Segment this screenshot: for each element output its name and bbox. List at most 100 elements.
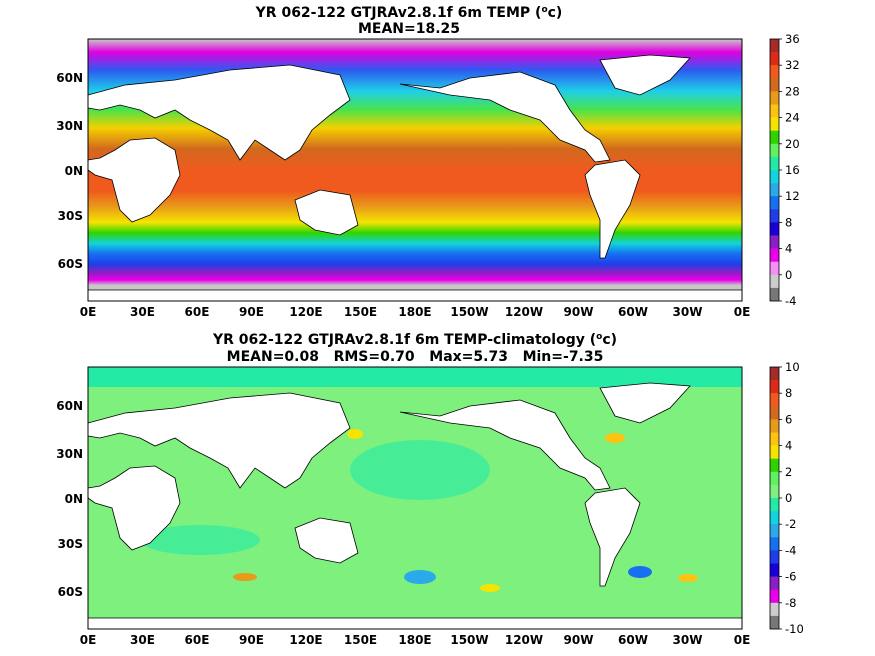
colorbar-swatch	[770, 471, 779, 486]
colorbar-tick-label: 6	[785, 412, 792, 426]
colorbar-tick-label: -4	[785, 294, 796, 308]
colorbar-swatch	[770, 589, 779, 604]
x-tick: 90E	[239, 305, 264, 319]
x-tick: 30W	[673, 305, 703, 319]
colorbar-tick-label: 8	[785, 215, 792, 229]
map2-frame	[87, 366, 743, 630]
colorbar-swatch	[770, 380, 779, 394]
colorbar-swatch	[770, 143, 779, 158]
colorbar-swatch	[770, 39, 779, 53]
x-tick: 90W	[564, 633, 594, 647]
colorbar-swatch	[770, 406, 779, 420]
colorbar-swatch	[770, 524, 779, 538]
colorbar-swatch	[770, 65, 779, 79]
x-tick: 30E	[130, 305, 155, 319]
colorbar-swatch	[770, 196, 779, 210]
x-tick: 180E	[398, 305, 431, 319]
panel-temperature: YR 062-122 GTJRAv2.8.1f 6m TEMP (oc) MEA…	[56, 5, 799, 319]
colorbar-swatch	[770, 222, 779, 236]
colorbar-swatch	[770, 183, 779, 197]
colorbar-tick-label: 24	[785, 111, 800, 125]
colorbar-1: 36 32 28 24 20 16 12 8 4 0 -4	[769, 32, 800, 308]
map1-x-axis: 0E 30E 60E 90E 120E 150E 180E 150W 120W …	[80, 305, 751, 319]
colorbar-tick-label: 12	[785, 189, 800, 203]
colorbar-tick-label: -4	[785, 543, 796, 557]
colorbar-tick-label: 20	[785, 137, 800, 151]
y-tick: 0N	[65, 164, 83, 178]
panel1-title: YR 062-122 GTJRAv2.8.1f 6m TEMP (oc)	[255, 5, 563, 21]
colorbar-tick-label: 28	[785, 84, 800, 98]
map1-y-axis: 60N 30N 0N 30S 60S	[56, 71, 83, 271]
y-tick: 60S	[58, 585, 83, 599]
colorbar-tick-label: 8	[785, 386, 792, 400]
colorbar-swatch	[770, 235, 779, 249]
x-tick: 60E	[185, 633, 210, 647]
panel1-subtitle: MEAN=18.25	[358, 21, 460, 37]
colorbar-swatch	[770, 563, 779, 577]
colorbar-swatch	[770, 248, 779, 262]
colorbar-swatch	[770, 156, 779, 171]
x-tick: 180E	[398, 633, 431, 647]
x-tick: 60E	[185, 305, 210, 319]
y-tick: 30S	[58, 209, 83, 223]
y-tick: 30S	[58, 537, 83, 551]
colorbar-swatch	[770, 393, 779, 407]
colorbar-swatch	[770, 170, 779, 184]
panel2-title: YR 062-122 GTJRAv2.8.1f 6m TEMP-climatol…	[212, 332, 617, 348]
colorbar-swatch	[770, 602, 779, 617]
y-tick: 60N	[56, 399, 83, 413]
colorbar-swatch	[770, 484, 779, 499]
colorbar-swatch	[770, 537, 779, 551]
colorbar-tick-label: 0	[785, 268, 792, 282]
y-tick: 60N	[56, 71, 83, 85]
x-tick: 150W	[450, 305, 488, 319]
colorbar-tick-label: 0	[785, 491, 792, 505]
colorbar-swatch	[770, 367, 779, 381]
map2-x-axis: 0E 30E 60E 90E 120E 150E 180E 150W 120W …	[80, 633, 751, 647]
colorbar-swatch	[770, 287, 779, 302]
x-tick: 120W	[505, 633, 543, 647]
colorbar-tick-label: -8	[785, 596, 796, 610]
y-tick: 60S	[58, 257, 83, 271]
colorbar-swatch	[770, 130, 779, 145]
x-tick: 0E	[734, 305, 751, 319]
colorbar-tick-label: -10	[785, 622, 804, 636]
colorbar-swatch	[770, 274, 779, 289]
x-tick: 30W	[673, 633, 703, 647]
colorbar-tick-label: 4	[785, 242, 792, 256]
x-tick: 150E	[344, 305, 377, 319]
map2-anomaly-patches	[88, 367, 742, 592]
colorbar-tick-label: 32	[785, 58, 800, 72]
colorbar-tick-label: 16	[785, 163, 800, 177]
colorbar-tick-label: 2	[785, 465, 792, 479]
colorbar-swatch	[770, 419, 779, 433]
colorbar-swatch	[770, 91, 779, 105]
y-tick: 30N	[56, 119, 83, 133]
colorbar-swatch	[770, 550, 779, 564]
map2-land	[87, 382, 743, 630]
panel2-subtitle: MEAN=0.08 RMS=0.70 Max=5.73 Min=-7.35	[227, 349, 604, 365]
colorbar-tick-label: -6	[785, 570, 796, 584]
colorbar-swatch	[770, 445, 779, 459]
x-tick: 120E	[289, 633, 322, 647]
colorbar-tick-label: 4	[785, 439, 792, 453]
x-tick: 30E	[130, 633, 155, 647]
colorbar-swatch	[770, 432, 779, 446]
x-tick: 120W	[505, 305, 543, 319]
panel-temperature-anomaly: YR 062-122 GTJRAv2.8.1f 6m TEMP-climatol…	[56, 332, 804, 647]
x-tick: 0E	[734, 633, 751, 647]
x-tick: 60W	[618, 305, 648, 319]
x-tick: 150W	[450, 633, 488, 647]
x-tick: 0E	[80, 305, 97, 319]
x-tick: 120E	[289, 305, 322, 319]
colorbar-swatch	[770, 117, 779, 131]
colorbar-swatch	[770, 498, 779, 512]
colorbar-swatch	[770, 576, 779, 590]
colorbar-swatch	[770, 52, 779, 66]
x-tick: 90W	[564, 305, 594, 319]
colorbar-swatch	[770, 104, 779, 118]
colorbar-swatch	[770, 615, 779, 630]
colorbar-tick-label: 10	[785, 360, 800, 374]
x-tick: 0E	[80, 633, 97, 647]
